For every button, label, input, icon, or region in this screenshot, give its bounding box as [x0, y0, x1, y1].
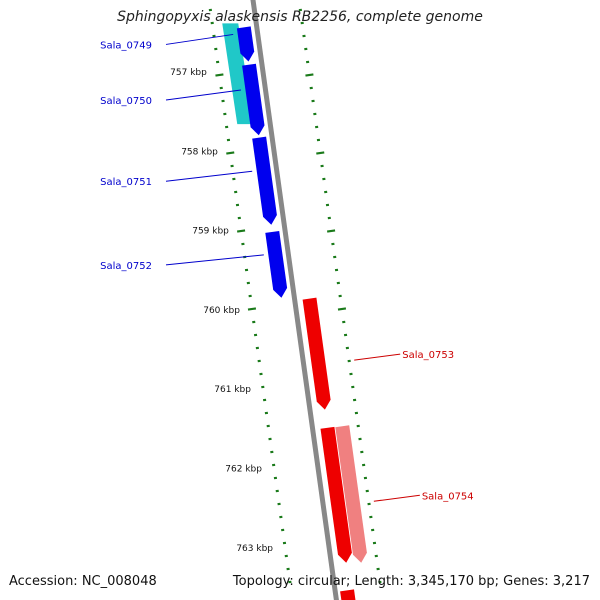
gene-label-leader [165, 170, 253, 182]
gene-arrow-sala_0752 [265, 231, 288, 298]
tick-label: 758 kbp [181, 147, 218, 157]
tick-label: 760 kbp [203, 306, 240, 316]
tick-label: 761 kbp [214, 385, 251, 395]
gene-label: Sala_0753 [402, 350, 454, 361]
tick-label: 763 kbp [236, 544, 273, 554]
gene-label: Sala_0751 [100, 177, 152, 188]
feature-track [222, 23, 367, 600]
right-tick-marks [298, 8, 382, 584]
gene-arrow-sala_0754 [320, 426, 352, 563]
gene-label: Sala_0752 [100, 261, 152, 272]
gene-label-leader [165, 254, 264, 266]
gene-label: Sala_0754 [422, 491, 474, 502]
right-tick-mark [337, 307, 347, 311]
left-tick-mark [226, 151, 235, 155]
gene-label-leader [373, 494, 420, 502]
tick-labels: 757 kbp 758 kbp 759 kbp 760 kbp 761 kbp 762 k… [170, 68, 273, 554]
gene-label-leader [354, 353, 401, 361]
accession-text: Accession: NC_008048 [9, 574, 157, 589]
gene-label-leader [165, 33, 234, 45]
gene-arrow-sala_0749 [236, 26, 255, 62]
cyan-feature [222, 23, 254, 125]
genome-backbone [250, 0, 339, 600]
left-tick-mark [247, 307, 257, 311]
gene-label: Sala_0750 [100, 96, 152, 107]
left-tick-mark [236, 229, 246, 233]
gene-arrow-sala_0753 [302, 297, 331, 410]
gene-labels: Sala_0749 Sala_0750 Sala_0751 Sala_0752 Sala… [100, 33, 474, 502]
gene-track [236, 26, 352, 563]
left-tick-mark [215, 73, 224, 77]
gene-arrow-sala_0751 [252, 136, 277, 225]
tick-label: 762 kbp [225, 465, 262, 475]
tick-label: 759 kbp [192, 227, 229, 237]
red-feature [340, 589, 356, 600]
right-tick-mark [316, 151, 325, 155]
gene-arrow-sala_0750 [242, 63, 265, 136]
left-tick-marks [208, 8, 292, 584]
map-title: Sphingopyxis alaskensis RB2256, complete… [117, 9, 483, 25]
gene-label: Sala_0749 [100, 40, 152, 51]
genome-summary-text: Topology: circular; Length: 3,345,170 bp… [232, 574, 590, 589]
gene-label-leader [165, 89, 241, 101]
right-tick-mark [326, 229, 336, 233]
light-red-feature [335, 425, 367, 563]
right-tick-mark [305, 73, 314, 77]
tick-label: 757 kbp [170, 68, 207, 78]
